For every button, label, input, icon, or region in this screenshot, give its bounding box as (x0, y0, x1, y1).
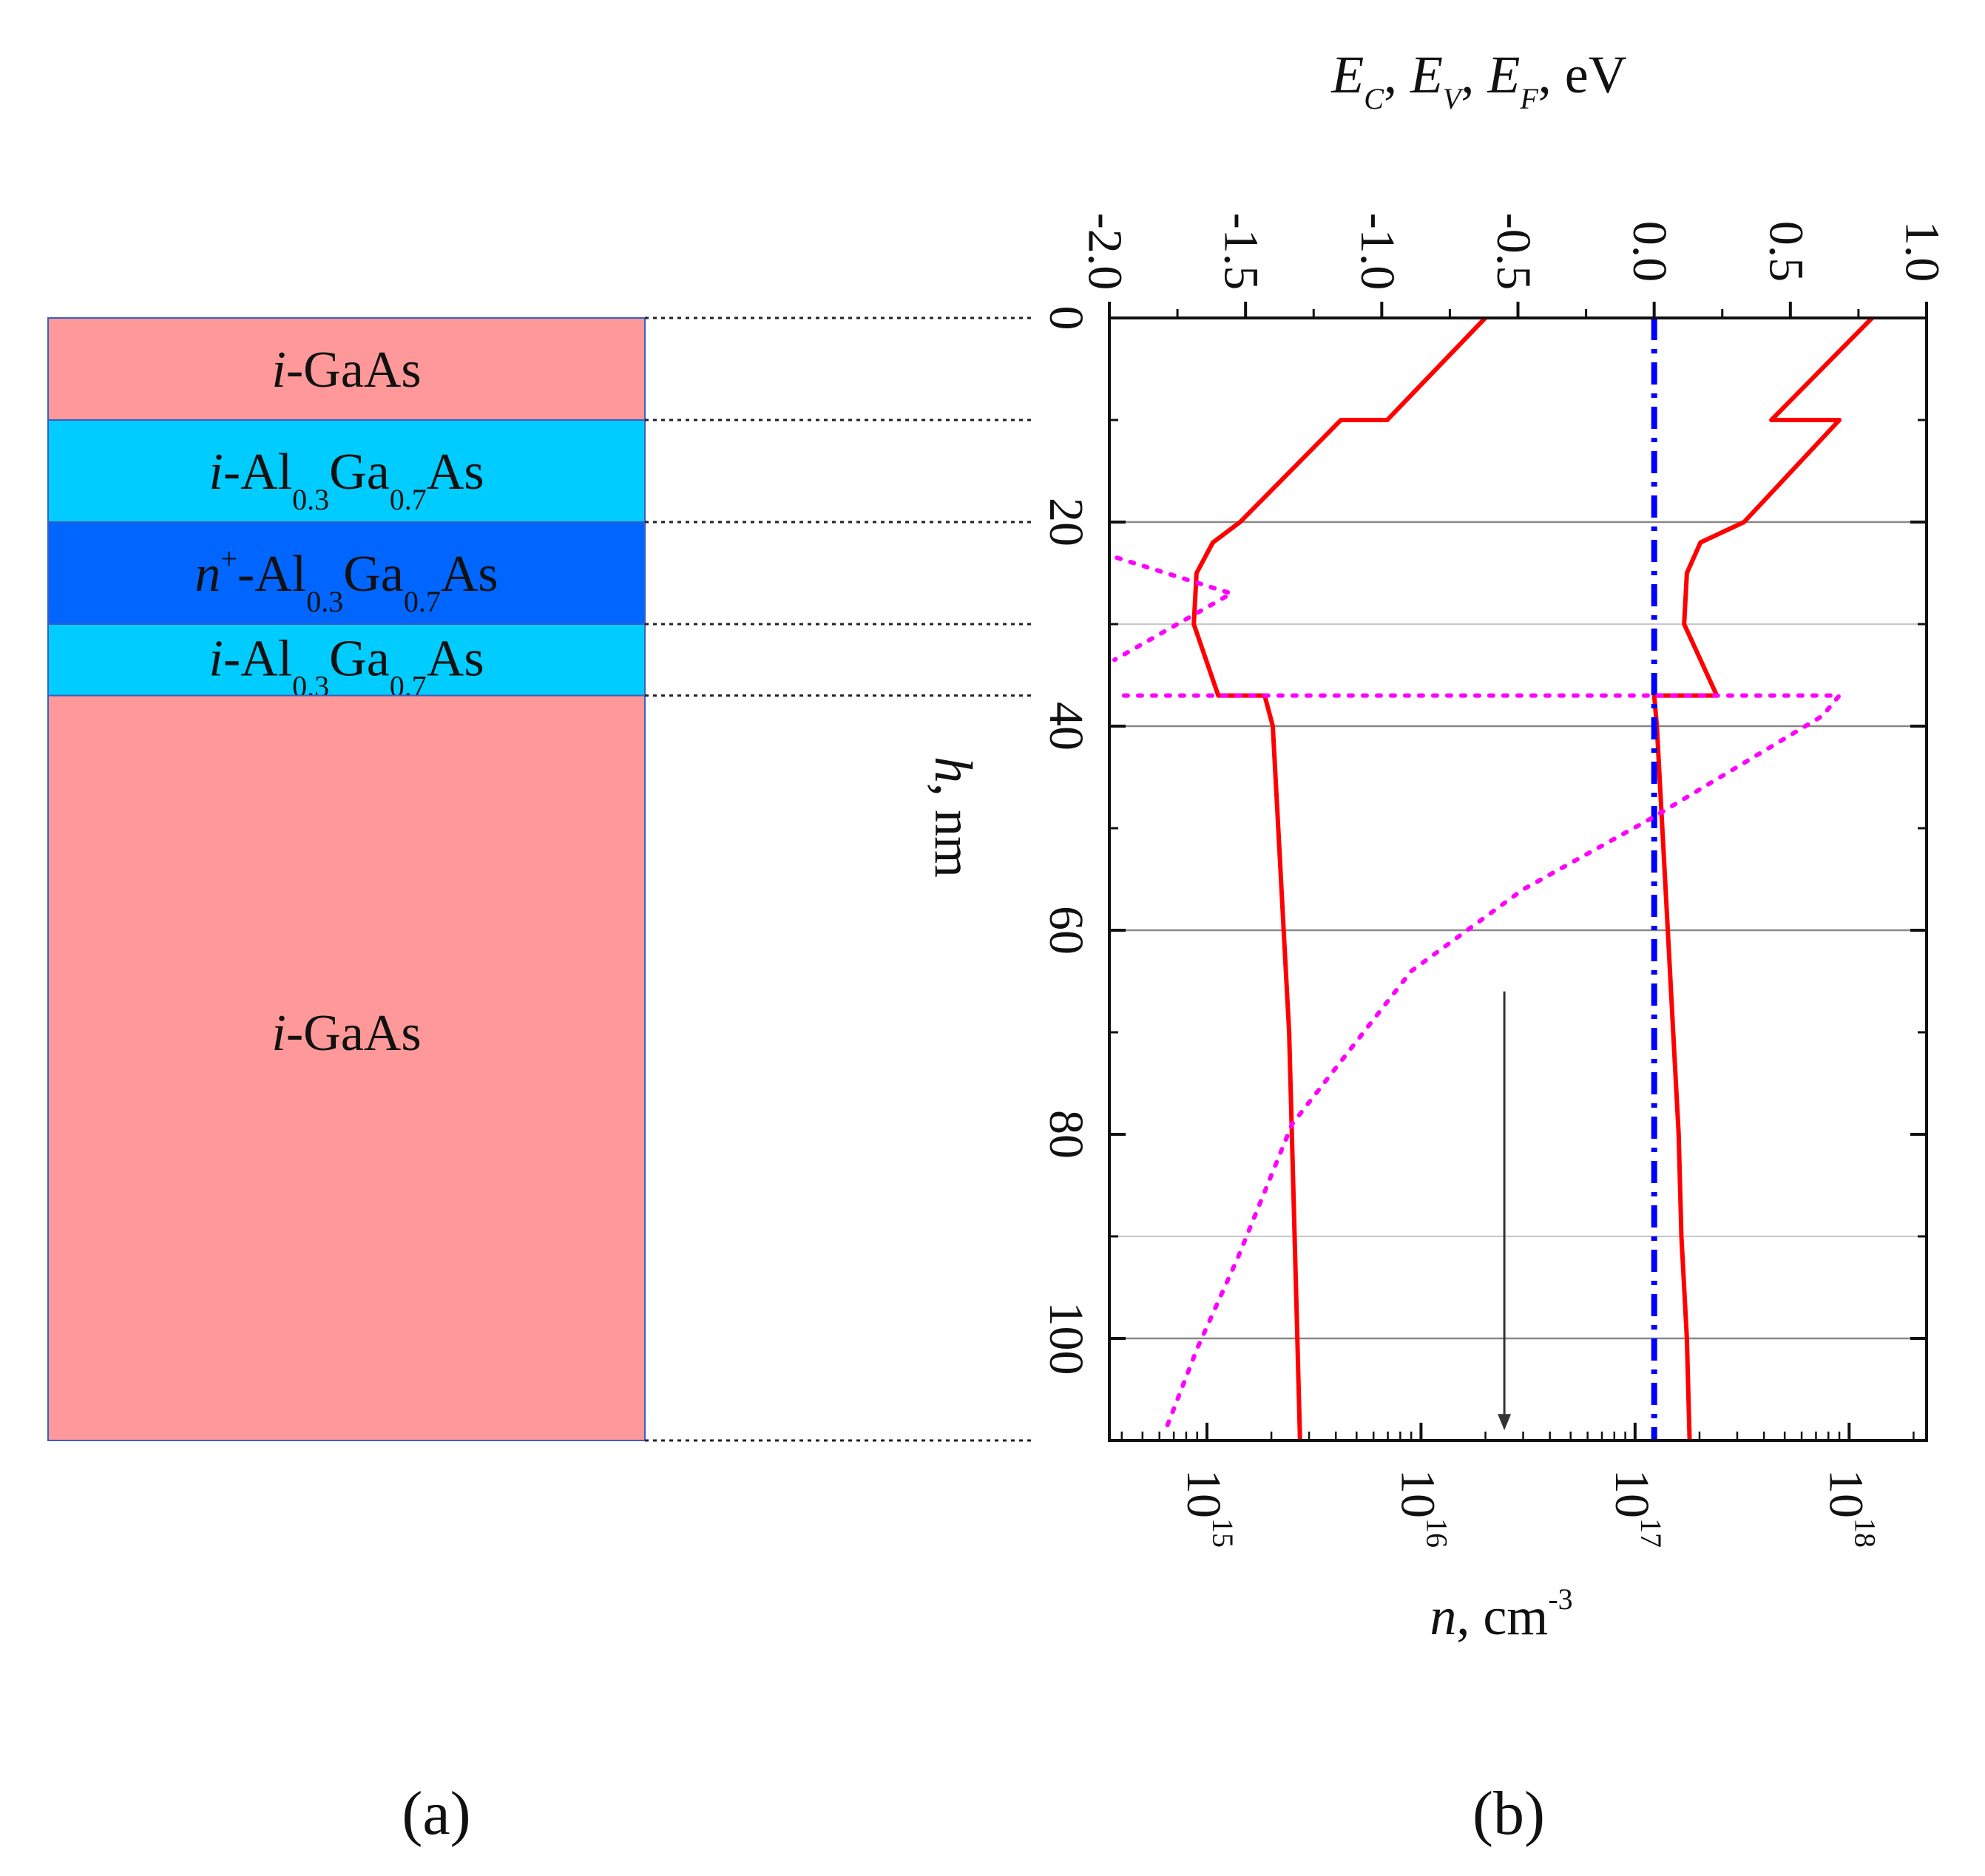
layer-label-5: i-GaAs (271, 1005, 421, 1062)
depth-axis-title: h, nm (924, 756, 983, 878)
layer-prefix: i (271, 1005, 285, 1062)
layer-ga-fraction: 0.7 (404, 585, 441, 618)
energy-tick-label-5: 0.5 (1759, 221, 1813, 282)
panel-label-b: (b) (1472, 1779, 1545, 1848)
density-tick-base: 10 (1819, 1469, 1873, 1518)
grid-lines (1109, 521, 1927, 1340)
layer-prefix: i (209, 631, 223, 688)
layer-ga-fraction: 0.7 (390, 483, 427, 516)
layer-prefix: n (195, 546, 220, 603)
energy-tick-label-3: -0.5 (1487, 213, 1541, 290)
energy-axis-title: EC, EV, EF, eV (1330, 45, 1626, 115)
energy-title-text: , (1461, 45, 1487, 104)
layer-label-1: i-GaAs (271, 342, 421, 399)
layer-prefix-sup: + (220, 542, 237, 575)
layer-al: -Al (223, 631, 292, 688)
series-electron-density-5 (1121, 693, 1842, 1433)
energy-tick-label-4: 0.0 (1623, 221, 1677, 282)
layer-boundary-guides (645, 316, 1032, 1442)
layer-al: -Al (223, 444, 292, 501)
energy-title-symbol: E (1330, 45, 1364, 104)
depth-title-unit: , nm (924, 783, 983, 878)
energy-title-subscript: V (1443, 82, 1464, 115)
energy-tick-label-2: -1.0 (1350, 213, 1404, 290)
data-series (1112, 316, 1874, 1441)
layer-as: As (427, 444, 484, 501)
axis-ticks (1108, 302, 1928, 1442)
depth-tick-label-100: 100 (1039, 1302, 1093, 1375)
layer-al: -Al (237, 546, 306, 603)
depth-tick-label-60: 60 (1039, 906, 1093, 955)
layer-ga: Ga (329, 631, 390, 688)
density-axis-title: n, cm-3 (1430, 1582, 1572, 1646)
depth-tick-label-40: 40 (1039, 702, 1093, 751)
layer-al-fraction: 0.3 (306, 585, 343, 618)
energy-tick-label-0: -2.0 (1078, 213, 1132, 290)
energy-title-symbol: E (1410, 45, 1443, 104)
layer-label-2: i-Al0.3Ga0.7As (209, 444, 484, 516)
layer-ga: Ga (329, 444, 390, 501)
density-tick-label-1: 1016 (1391, 1469, 1454, 1548)
series-valence-band-1 (1191, 316, 1487, 1441)
layer-2 (47, 419, 646, 523)
density-title-var: n (1430, 1587, 1456, 1646)
density-tick-label-0: 1015 (1177, 1469, 1240, 1548)
layer-3 (47, 521, 646, 625)
layer-as: As (441, 546, 498, 603)
density-tick-label-2: 1017 (1605, 1469, 1668, 1548)
annotation-arrow-head (1498, 1414, 1512, 1431)
axis-titles: EC, EV, EF, eVh, nmn, cm-3 (924, 45, 1627, 1646)
density-tick-exp: 17 (1634, 1518, 1668, 1548)
density-title-exp: -3 (1548, 1582, 1572, 1616)
energy-title-text: , eV (1538, 45, 1627, 104)
energy-title-subscript: C (1364, 82, 1384, 115)
density-tick-base: 10 (1605, 1469, 1659, 1518)
plot-frame (1108, 316, 1928, 1442)
density-tick-exp: 16 (1421, 1518, 1454, 1548)
density-tick-exp: 18 (1849, 1518, 1882, 1548)
density-tick-base: 10 (1177, 1469, 1231, 1518)
energy-title-subscript: F (1519, 82, 1538, 115)
layer-5 (47, 694, 646, 1441)
density-tick-base: 10 (1391, 1469, 1445, 1518)
layer-ga: Ga (343, 546, 404, 603)
layer-prefix: i (209, 444, 223, 501)
depth-tick-label-80: 80 (1039, 1110, 1093, 1159)
density-tick-label-3: 1018 (1819, 1469, 1882, 1548)
layer-material: -GaAs (286, 342, 422, 399)
depth-title-var: h (924, 756, 983, 783)
energy-tick-label-6: 1.0 (1896, 221, 1950, 282)
layer-material: -GaAs (286, 1005, 422, 1062)
depth-tick-label-20: 20 (1039, 498, 1093, 546)
layer-as: As (427, 631, 484, 688)
energy-title-text: , (1384, 45, 1410, 104)
energy-title-symbol: E (1487, 45, 1520, 104)
layer-4 (47, 623, 646, 697)
layer-prefix: i (271, 342, 285, 399)
series-electron-density-4 (1112, 555, 1234, 663)
series-conduction-band-2 (1651, 316, 1874, 1441)
layer-1 (47, 317, 646, 421)
layer-al-fraction: 0.3 (292, 483, 329, 516)
layer-stack: i-GaAsi-Al0.3Ga0.7Asn+-Al0.3Ga0.7Asi-Al0… (47, 317, 646, 1441)
layer-label-3: n+-Al0.3Ga0.7As (195, 542, 498, 618)
density-title-unit: , cm (1456, 1587, 1548, 1646)
panel-label-a: (a) (402, 1779, 470, 1848)
depth-tick-label-0: 0 (1039, 306, 1093, 331)
density-tick-exp: 15 (1206, 1518, 1240, 1548)
energy-tick-label-1: -1.5 (1214, 213, 1268, 290)
